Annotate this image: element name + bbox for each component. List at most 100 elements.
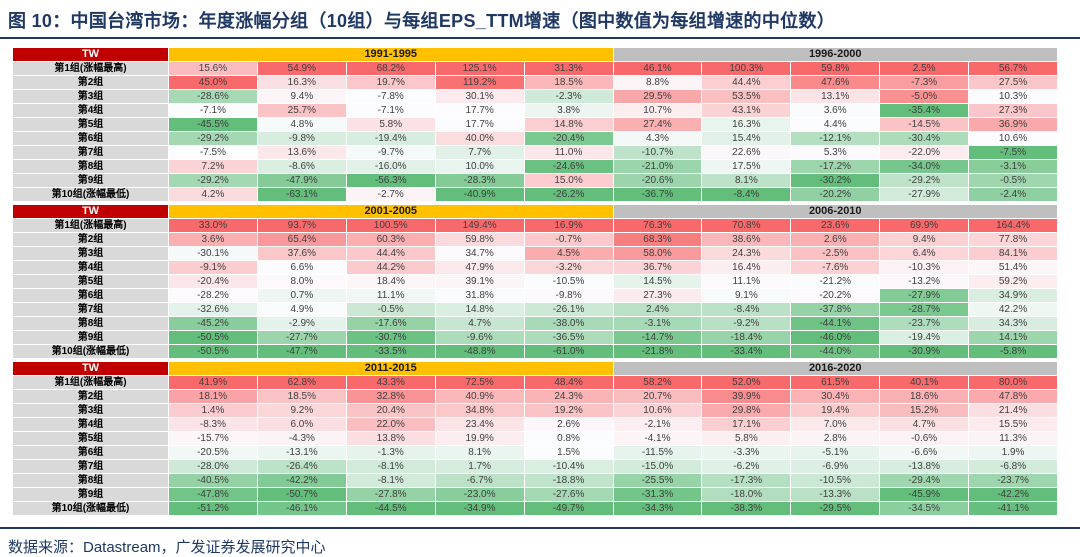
row-label: 第1组(涨幅最高) [13,62,168,75]
data-cell: -34.5% [880,502,969,515]
data-cell: 21.4% [969,404,1057,417]
row-label: 第10组(涨幅最低) [13,502,168,515]
data-cell: 54.9% [257,62,346,75]
data-cell: -7.5% [169,146,257,159]
data-cell: 19.4% [791,404,880,417]
data-cell: 31.8% [435,289,524,302]
data-cell: 44.4% [346,247,435,260]
data-cell: 47.8% [969,390,1057,403]
data-cell: 16.3% [702,118,791,131]
data-cell: -33.4% [702,345,791,358]
data-cell: -9.7% [346,146,435,159]
data-cell: 18.4% [346,275,435,288]
row-label: 第10组(涨幅最低) [13,188,168,201]
data-cell: -35.4% [880,104,969,117]
data-cell: 1.9% [969,446,1057,459]
row-label: 第1组(涨幅最高) [13,376,168,389]
data-cell: 8.1% [702,174,791,187]
data-cell: 36.9% [969,118,1057,131]
row-label: 第8组 [13,474,168,487]
data-cell: -37.8% [791,303,880,316]
table-section-2011-2015: TW 2011-2015 2016-2020 第1组(涨幅最高) 41.9% 62.8% 4… [13,362,1057,515]
data-cell: -10.7% [613,146,702,159]
period-header-left: 2001-2005 [169,205,613,218]
data-cell: 6.0% [257,418,346,431]
data-cell: 17.5% [702,160,791,173]
data-cell: -50.5% [169,331,257,344]
data-cell: 41.9% [169,376,257,389]
data-cell: -12.1% [791,132,880,145]
data-cell: -17.6% [346,317,435,330]
data-cell: -0.5% [346,303,435,316]
data-cell: -45.5% [169,118,257,131]
period-header-right: 2006-2010 [613,205,1057,218]
data-cell: 44.2% [346,261,435,274]
data-cell: 47.6% [791,76,880,89]
corner-cell: TW [13,205,168,218]
data-cell: -38.0% [524,317,613,330]
data-cell: 29.5% [613,90,702,103]
data-cell: 4.8% [257,118,346,131]
data-cell: -42.2% [969,488,1057,501]
data-cell: 19.9% [435,432,524,445]
corner-cell: TW [13,48,168,61]
data-cell: 39.1% [435,275,524,288]
data-cell: -45.9% [880,488,969,501]
heatmap-table: TW 1991-1995 1996-2000 第1组(涨幅最高) 15.6% 54.9% 6… [13,48,1057,515]
data-cell: 3.6% [169,233,257,246]
data-cell: -23.0% [435,488,524,501]
data-cell: -17.3% [702,474,791,487]
data-cell: 70.8% [702,219,791,232]
data-cell: -2.3% [524,90,613,103]
data-cell: -21.8% [613,345,702,358]
data-cell: 27.3% [969,104,1057,117]
data-cell: -13.8% [880,460,969,473]
data-cell: -20.6% [613,174,702,187]
data-cell: -22.0% [880,146,969,159]
data-cell: 22.6% [702,146,791,159]
data-cell: -1.3% [346,446,435,459]
data-cell: 11.0% [524,146,613,159]
data-cell: 9.2% [257,404,346,417]
data-cell: 40.1% [880,376,969,389]
data-cell: 34.7% [435,247,524,260]
table-section-1991-1995: TW 1991-1995 1996-2000 第1组(涨幅最高) 15.6% 54.9% 6… [13,48,1057,201]
data-cell: 1.5% [524,446,613,459]
data-cell: -50.7% [257,488,346,501]
table-section-2001-2005: TW 2001-2005 2006-2010 第1组(涨幅最高) 33.0% 93.7% 1… [13,205,1057,358]
data-cell: -27.7% [257,331,346,344]
data-cell: 2.8% [791,432,880,445]
data-cell: -0.6% [880,432,969,445]
data-cell: -9.2% [702,317,791,330]
data-cell: 9.1% [702,289,791,302]
data-cell: -20.2% [791,289,880,302]
data-cell: 13.1% [791,90,880,103]
data-cell: 34.9% [969,289,1057,302]
period-header-left: 2011-2015 [169,362,613,375]
data-cell: -34.3% [613,502,702,515]
data-cell: -15.0% [613,460,702,473]
data-cell: -30.7% [346,331,435,344]
data-cell: 11.1% [702,275,791,288]
row-label: 第5组 [13,432,168,445]
data-cell: -0.5% [969,174,1057,187]
data-cell: 37.6% [257,247,346,260]
data-cell: 34.3% [969,317,1057,330]
data-cell: -9.6% [435,331,524,344]
data-cell: 15.0% [524,174,613,187]
data-cell: -20.2% [791,188,880,201]
data-cell: 32.8% [346,390,435,403]
row-label: 第9组 [13,331,168,344]
data-cell: 6.6% [257,261,346,274]
data-cell: 59.8% [791,62,880,75]
data-cell: -9.8% [524,289,613,302]
data-cell: -26.2% [524,188,613,201]
data-cell: -23.7% [969,474,1057,487]
data-cell: -9.1% [169,261,257,274]
data-cell: 10.7% [613,104,702,117]
data-cell: -48.8% [435,345,524,358]
title-divider [0,37,1080,39]
data-cell: 7.7% [435,146,524,159]
data-cell: -49.7% [524,502,613,515]
corner-cell: TW [13,362,168,375]
